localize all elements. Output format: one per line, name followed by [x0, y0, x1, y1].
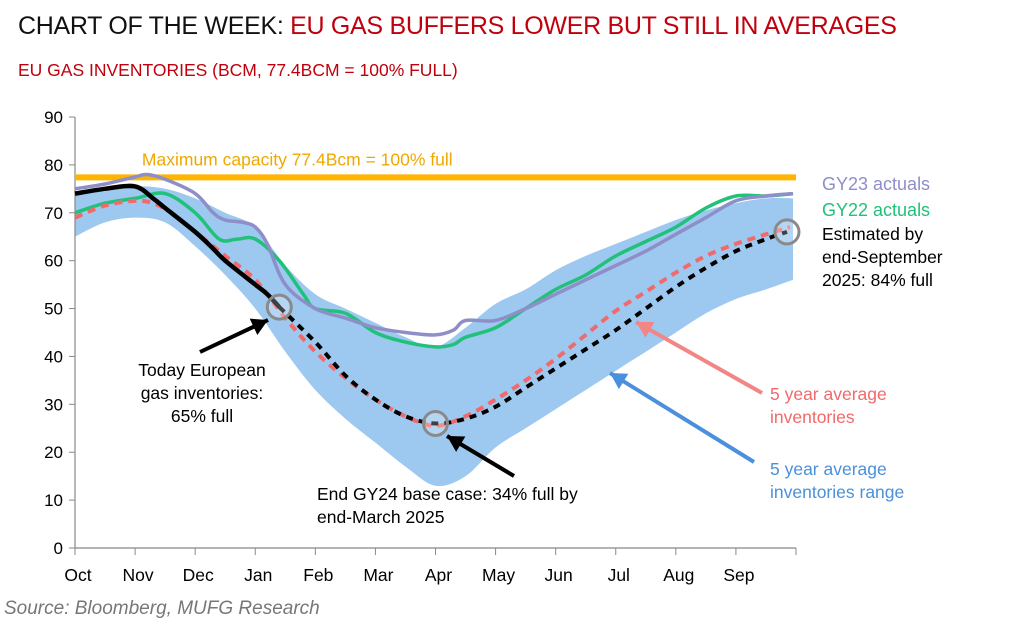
x-tick-label: Jul	[608, 565, 630, 585]
five-year-average-arrow	[635, 320, 763, 395]
x-tick-label: Nov	[123, 565, 154, 585]
x-tick-label: Mar	[363, 565, 393, 585]
five-year-average-annotation-line: 5 year average	[770, 384, 887, 404]
estimate-annotation-line: 2025: 84% full	[822, 270, 933, 290]
range-band	[75, 186, 793, 487]
today-arrow-head	[249, 318, 268, 335]
five-year-average-arrow-head	[636, 322, 655, 338]
today-arrow	[199, 318, 269, 354]
y-tick-label: 50	[44, 300, 63, 319]
y-tick-label: 90	[44, 108, 63, 127]
x-tick-label: Dec	[183, 565, 214, 585]
x-tick-label: Jun	[545, 565, 573, 585]
today-annotation-line: Today European	[138, 360, 265, 380]
y-tick-label: 80	[44, 156, 63, 175]
today-annotation-line: 65% full	[171, 406, 233, 426]
estimate-annotation-line: Estimated by	[822, 224, 923, 244]
base-case-arrow	[445, 434, 516, 478]
x-tick-label: Oct	[64, 565, 91, 585]
x-tick-label: May	[482, 565, 515, 585]
base-case-annotation-line: end-March 2025	[317, 507, 444, 527]
source-note: Source: Bloomberg, MUFG Research	[4, 598, 320, 619]
chart-subtitle: EU GAS INVENTORIES (BCM, 77.4BCM = 100% …	[18, 60, 458, 80]
y-tick-label: 20	[44, 443, 63, 462]
y-tick-label: 30	[44, 395, 63, 414]
highlight-circle-end-september	[773, 218, 801, 246]
chart-title: CHART OF THE WEEK: EU GAS BUFFERS LOWER …	[18, 12, 897, 41]
title-prefix: CHART OF THE WEEK:	[18, 12, 284, 40]
five-year-average-annotation-line: inventories	[770, 407, 855, 427]
x-tick-label: Apr	[425, 565, 452, 585]
gy22-legend-label: GY22 actuals	[822, 200, 930, 220]
five-year-average-arrow-shaft	[635, 320, 763, 395]
estimate-annotation-line: end-September	[822, 247, 943, 267]
current-inventories-line	[74, 183, 281, 309]
capacity-label: Maximum capacity 77.4Bcm = 100% full	[142, 149, 453, 169]
y-tick-label: 60	[44, 252, 63, 271]
range-arrow-head	[610, 373, 629, 390]
title-highlight: EU GAS BUFFERS LOWER BUT STILL IN AVERAG…	[290, 12, 897, 40]
highlight-circle-today	[265, 293, 293, 321]
today-annotation-line: gas inventories:	[141, 383, 264, 403]
x-tick-label: Sep	[723, 565, 754, 585]
range-arrow	[608, 371, 756, 464]
gy23-line	[74, 172, 794, 337]
y-tick-label: 70	[44, 204, 63, 223]
base-case-projection-line	[277, 230, 788, 426]
range-annotation-line: inventories range	[770, 482, 904, 502]
range-arrow-shaft	[608, 371, 756, 464]
y-tick-label: 10	[44, 491, 63, 510]
y-tick-label: 0	[54, 539, 63, 558]
gy22-line	[74, 191, 794, 349]
x-tick-label: Jan	[244, 565, 272, 585]
base-case-annotation-line: End GY24 base case: 34% full by	[317, 484, 578, 504]
base-case-arrow-head	[447, 436, 466, 452]
range-annotation-line: 5 year average	[770, 459, 887, 479]
highlight-circle-end-march	[422, 409, 449, 437]
gy23-legend-label: GY23 actuals	[822, 174, 930, 194]
x-tick-label: Feb	[303, 565, 333, 585]
x-tick-label: Aug	[663, 565, 694, 585]
y-tick-label: 40	[44, 347, 63, 366]
